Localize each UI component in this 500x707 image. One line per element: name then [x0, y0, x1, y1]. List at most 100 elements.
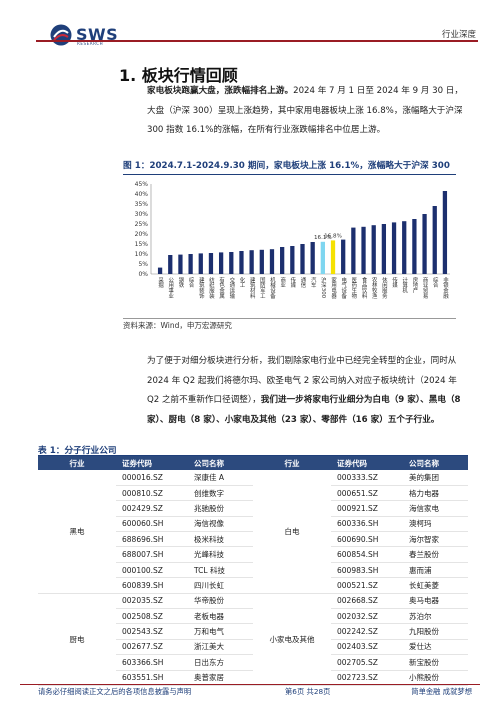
code-cell: 002035.SZ [116, 593, 188, 610]
table-row: 000810.SZ 创维数字 000651.SZ 格力电器 [38, 485, 468, 502]
table-row: 600839.SH 四川长虹 000521.SZ 长虹美菱 [38, 577, 468, 594]
bar [310, 242, 315, 274]
code-cell: 002403.SZ [331, 639, 403, 656]
bar [412, 219, 417, 274]
company-cell: 兆驰股份 [188, 500, 253, 517]
company-cell: 新宝股份 [403, 654, 468, 671]
table-row: 688007.SH 光峰科技 600854.SH 春兰股份 [38, 546, 468, 563]
bar [239, 251, 244, 274]
x-tick-label: 交通运输 [228, 276, 235, 300]
y-tick-label: 0% [138, 271, 148, 278]
table-row: 002677.SZ 浙江美大 002403.SZ 爱仕达 [38, 639, 468, 656]
code-cell: 600060.SH [116, 516, 188, 533]
code-cell: 000651.SZ [331, 485, 403, 502]
x-tick-label: 传媒 [289, 276, 296, 289]
company-cell: 澳柯玛 [403, 516, 468, 533]
intro-text: 2024 年 7 月 1 日至 2024 年 9 月 30 日，大盘（沪深 30… [147, 86, 463, 135]
company-cell: 海尔智家 [403, 531, 468, 548]
table-row: 002429.SZ 兆驰股份 000921.SZ 海信家电 [38, 500, 468, 517]
bar [188, 254, 193, 274]
bar [168, 255, 173, 274]
code-cell: 002508.SZ [116, 608, 188, 625]
bar [330, 240, 336, 274]
x-tick-label: 通信 [300, 276, 307, 289]
code-cell: 600336.SH [331, 516, 403, 533]
company-cell: 华帝股份 [188, 593, 253, 610]
x-tick-label: 公用事业 [167, 277, 174, 299]
bar [280, 247, 285, 274]
company-cell: 深康佳 A [188, 470, 253, 486]
code-cell: 600690.SH [331, 531, 403, 548]
code-cell: 600839.SH [116, 577, 188, 594]
company-cell: 美的集团 [403, 470, 468, 486]
table-row: 黑电 000016.SZ 深康佳 A 白电 000333.SZ 美的集团 [38, 470, 468, 594]
footer-divider [20, 684, 480, 685]
classification-paragraph: 为了便于对细分板块进行分析，我们剔除家电行业中已经完全转型的企业，同时从 202… [147, 352, 467, 430]
bar [341, 239, 346, 274]
code-cell: 000521.SZ [331, 577, 403, 594]
intro-lead: 家电板块跑赢大盘，涨跌幅排名上游。 [147, 86, 294, 96]
header-company: 公司名称 [188, 456, 253, 470]
classification-text: 为了便于对细分板块进行分析，我们剔除家电行业中已经完全转型的企业，同时从 202… [147, 356, 457, 405]
sub-industry-table: 行业 证券代码 公司名称 行业 证券代码 公司名称 黑电 000016.SZ 深康佳… [38, 456, 468, 686]
x-tick-label: 化工 [238, 276, 245, 288]
bar [269, 249, 275, 274]
code-cell: 600854.SH [331, 546, 403, 563]
company-cell: 四川长虹 [188, 577, 253, 594]
data-label: 16.8% [324, 233, 342, 239]
x-tick-label: 房地产 [411, 276, 418, 295]
table-row: 603551.SH 奥普家居 002723.SZ 小熊股份 [38, 670, 468, 686]
x-tick-label: 纺织服装 [208, 276, 215, 300]
figure-source: 资料来源：Wind，申万宏源研究 [123, 321, 232, 330]
x-tick-label: 国防军工 [259, 277, 266, 299]
code-cell: 603366.SH [116, 654, 188, 671]
code-cell: 002668.SZ [331, 593, 403, 610]
x-tick-label: 农林牧渔 [371, 276, 378, 300]
company-cell: 格力电器 [403, 485, 468, 502]
y-tick-label: 45% [135, 181, 149, 188]
x-tick-label: 商业 [279, 276, 286, 288]
bar [442, 191, 448, 274]
code-cell: 002677.SZ [116, 639, 188, 656]
report-type: 行业深度 [441, 30, 476, 40]
code-cell: 000921.SZ [331, 500, 403, 517]
company-cell: 苏泊尔 [403, 608, 468, 625]
page-number: 第6页 共28页 [285, 687, 331, 696]
code-cell: 002705.SZ [331, 654, 403, 671]
bar [290, 246, 295, 274]
company-cell: 春兰股份 [403, 546, 468, 563]
bar [208, 253, 214, 274]
source-rule [123, 318, 456, 319]
x-tick-label: 沪深300 [320, 276, 327, 299]
company-cell: 极米科技 [188, 531, 253, 548]
company-cell: 万和电气 [188, 623, 253, 640]
bar [249, 250, 254, 274]
table-row: 600060.SH 海信视像 600336.SH 澳柯玛 [38, 516, 468, 533]
code-cell: 688696.SH [116, 531, 188, 548]
sector-return-bar-chart: 0%5%10%15%20%25%30%35%40%45%采掘 公用事业 钢铁 综合 建筑… [135, 181, 450, 300]
y-tick-label: 5% [138, 261, 148, 268]
bar [422, 214, 427, 274]
table-row: 603366.SH 日出东方 002705.SZ 新宝股份 [38, 654, 468, 671]
industry-cell: 白电 [253, 470, 331, 594]
header-code: 证券代码 [331, 456, 403, 470]
bar [229, 252, 234, 274]
table-rule [38, 455, 468, 456]
x-tick-label: 汽车 [310, 276, 317, 289]
data-label: 16.1% [314, 235, 332, 241]
bar [371, 225, 376, 274]
x-tick-label: 建筑材料 [249, 276, 256, 300]
company-cell: 九阳股份 [403, 623, 468, 640]
bar [361, 226, 366, 274]
bar [402, 221, 407, 274]
industry-cell: 厨电 [38, 593, 116, 686]
y-tick-label: 40% [135, 191, 149, 198]
x-tick-label: 食品饮料 [361, 276, 368, 300]
classification-lead: 我们进一步将家电行业细分为白电（9 家）、黑电（8 家）、厨电（8 家）、小家电… [147, 395, 461, 425]
bar [432, 206, 437, 274]
table-header-row: 行业 证券代码 公司名称 行业 证券代码 公司名称 [38, 456, 468, 470]
company-cell: 海信家电 [403, 500, 468, 517]
bar [218, 252, 224, 274]
company-cell: 海信视像 [188, 516, 253, 533]
bar [198, 253, 203, 274]
